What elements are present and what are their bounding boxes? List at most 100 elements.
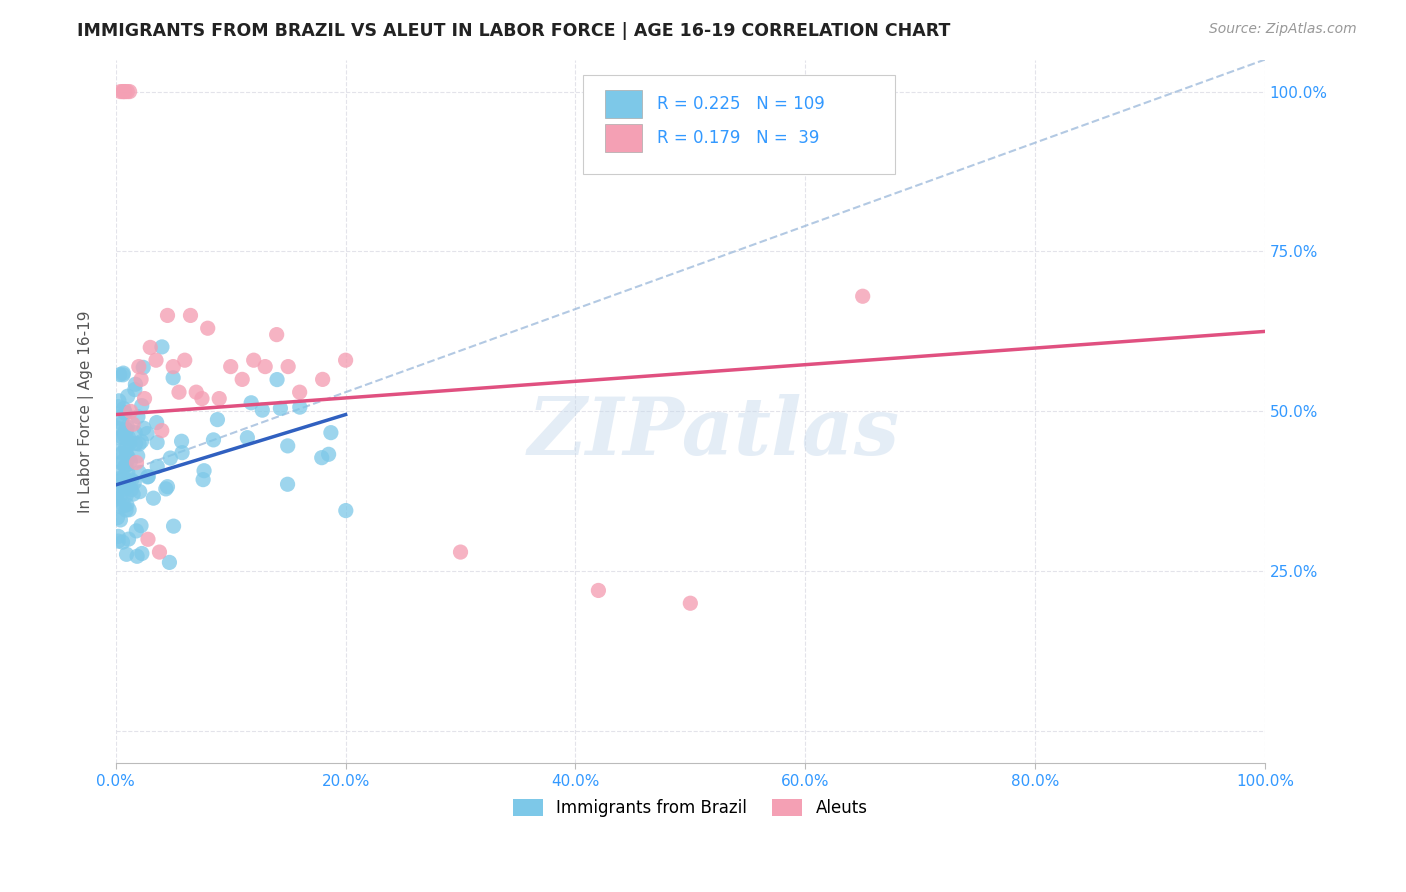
Point bbox=[115, 503, 138, 517]
Point bbox=[110, 500, 132, 514]
Point bbox=[136, 469, 159, 483]
Point bbox=[162, 371, 184, 385]
Point bbox=[155, 482, 177, 496]
Point bbox=[319, 425, 342, 440]
Point bbox=[127, 549, 149, 564]
Point bbox=[117, 431, 139, 445]
Point bbox=[115, 431, 138, 445]
Point bbox=[186, 385, 208, 400]
Point bbox=[117, 479, 139, 493]
Point bbox=[105, 445, 128, 459]
Point bbox=[173, 353, 195, 368]
Point bbox=[124, 425, 146, 440]
Point bbox=[277, 359, 299, 374]
Point bbox=[111, 446, 134, 460]
Point bbox=[139, 340, 162, 354]
Point bbox=[852, 289, 875, 303]
Point bbox=[112, 401, 135, 416]
Point bbox=[150, 340, 173, 354]
Point bbox=[118, 503, 141, 517]
Point bbox=[110, 477, 132, 491]
Point bbox=[114, 459, 136, 474]
Point bbox=[132, 421, 155, 435]
Point bbox=[105, 466, 128, 480]
Point bbox=[136, 426, 159, 441]
Point bbox=[193, 464, 215, 478]
Point bbox=[145, 353, 167, 368]
Point bbox=[129, 518, 152, 533]
Point bbox=[118, 85, 141, 99]
Point bbox=[110, 471, 132, 485]
Point bbox=[191, 392, 214, 406]
Point bbox=[156, 309, 179, 323]
Y-axis label: In Labor Force | Age 16-19: In Labor Force | Age 16-19 bbox=[79, 310, 94, 513]
FancyBboxPatch shape bbox=[606, 90, 643, 118]
Point bbox=[146, 435, 169, 450]
Point bbox=[112, 85, 135, 99]
Point bbox=[288, 400, 311, 414]
Point bbox=[131, 399, 153, 413]
Point bbox=[266, 327, 288, 342]
FancyBboxPatch shape bbox=[583, 75, 894, 174]
Point bbox=[588, 583, 610, 598]
Point bbox=[111, 417, 134, 431]
Point bbox=[117, 389, 139, 403]
Point bbox=[124, 377, 146, 392]
Point bbox=[114, 441, 136, 455]
Point bbox=[128, 437, 150, 451]
Point bbox=[112, 368, 135, 382]
Point bbox=[112, 427, 135, 442]
Point bbox=[117, 532, 139, 546]
Point bbox=[150, 424, 173, 438]
Point bbox=[124, 436, 146, 450]
Point bbox=[115, 458, 138, 473]
Point bbox=[122, 475, 145, 490]
Point bbox=[120, 483, 142, 497]
Legend: Immigrants from Brazil, Aleuts: Immigrants from Brazil, Aleuts bbox=[505, 790, 876, 825]
Point bbox=[219, 359, 242, 374]
Point bbox=[115, 423, 138, 437]
Point bbox=[202, 433, 225, 447]
Point bbox=[208, 392, 231, 406]
Point bbox=[266, 373, 288, 387]
Point bbox=[117, 474, 139, 488]
Point bbox=[128, 484, 150, 499]
Point bbox=[125, 456, 148, 470]
Point bbox=[105, 411, 128, 425]
Point bbox=[288, 385, 311, 400]
Point bbox=[240, 396, 263, 410]
Point bbox=[132, 360, 155, 375]
Point bbox=[121, 473, 143, 487]
Point bbox=[179, 309, 201, 323]
Point bbox=[254, 359, 277, 374]
Point bbox=[118, 436, 141, 450]
Point bbox=[120, 454, 142, 468]
Point bbox=[115, 440, 138, 454]
Point bbox=[115, 498, 138, 512]
Point bbox=[162, 519, 184, 533]
Point bbox=[242, 353, 264, 368]
Point bbox=[128, 359, 150, 374]
Point bbox=[170, 434, 193, 449]
Point bbox=[335, 503, 357, 517]
Point bbox=[117, 466, 139, 480]
Point bbox=[114, 406, 136, 420]
Point bbox=[131, 547, 153, 561]
Point bbox=[231, 372, 253, 386]
Point bbox=[136, 470, 159, 484]
Point bbox=[114, 85, 136, 99]
Point bbox=[108, 368, 131, 382]
Point bbox=[111, 456, 134, 470]
Point bbox=[311, 450, 333, 465]
Point bbox=[679, 596, 702, 610]
Point bbox=[335, 353, 357, 368]
Point bbox=[252, 403, 274, 417]
Point bbox=[450, 545, 472, 559]
Point bbox=[115, 448, 138, 462]
Point bbox=[159, 555, 181, 569]
Point bbox=[108, 431, 131, 445]
Point bbox=[170, 445, 193, 459]
Point bbox=[107, 400, 129, 414]
Point bbox=[122, 417, 145, 432]
Text: R = 0.225   N = 109: R = 0.225 N = 109 bbox=[657, 95, 825, 113]
